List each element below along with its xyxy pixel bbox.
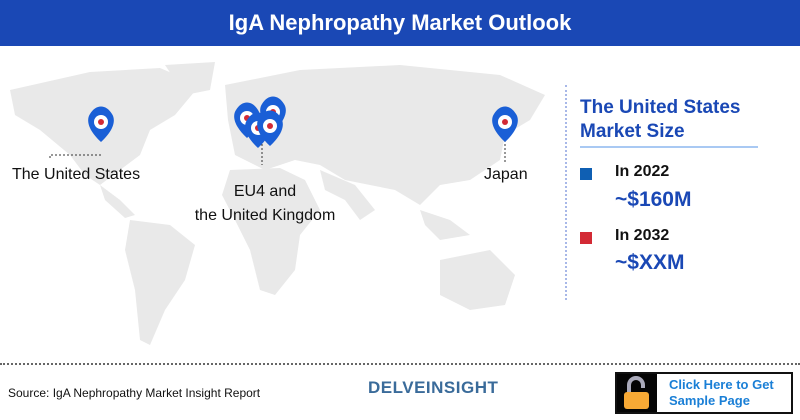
africa [222, 168, 320, 295]
blue-square-icon [580, 168, 592, 180]
value-2022: ~$160M [615, 188, 692, 211]
world-map [10, 62, 545, 345]
us-pin-icon [88, 106, 114, 142]
greenland [165, 62, 215, 95]
divider [565, 85, 567, 300]
label-eu-line2: the United Kingdom [194, 207, 336, 224]
eu-pin-icon [257, 110, 283, 146]
arabia-india [320, 170, 375, 220]
eurasia [225, 65, 545, 205]
value-2032: ~$XXM [615, 251, 685, 274]
year-2022: In 2022 [615, 163, 670, 180]
unlock-icon [617, 374, 657, 412]
year-2032: In 2032 [615, 227, 670, 244]
label-us: The United States [12, 166, 141, 183]
delveinsight-logo: DELVEINSIGHT [368, 378, 499, 397]
footer-divider [0, 363, 800, 365]
panel-title-line1: The United States [580, 97, 741, 118]
southeast-asia [420, 210, 470, 240]
central-america [100, 185, 135, 218]
source-text: Source: IgA Nephropathy Market Insight R… [8, 386, 261, 400]
get-sample-page-button[interactable]: Click Here to Get Sample Page [615, 372, 793, 414]
japan-pin-icon [492, 106, 518, 142]
cta-line1[interactable]: Click Here to Get [669, 377, 774, 392]
page-title: IgA Nephropathy Market Outlook [0, 0, 800, 46]
panel-title: The United States Market Size [580, 96, 740, 144]
cta-line2[interactable]: Sample Page [669, 393, 750, 408]
cta-text[interactable]: Click Here to Get Sample Page [657, 374, 774, 412]
label-eu: EU4 and the United Kingdom [190, 180, 340, 228]
red-square-icon [580, 232, 592, 244]
pointer-lines [49, 140, 506, 165]
label-japan: Japan [484, 166, 528, 183]
south-america [125, 220, 195, 345]
panel-title-line2: Market Size [580, 121, 685, 142]
australia [440, 250, 515, 310]
label-eu-line1: EU4 and [233, 183, 297, 200]
panel-rule [580, 146, 758, 148]
